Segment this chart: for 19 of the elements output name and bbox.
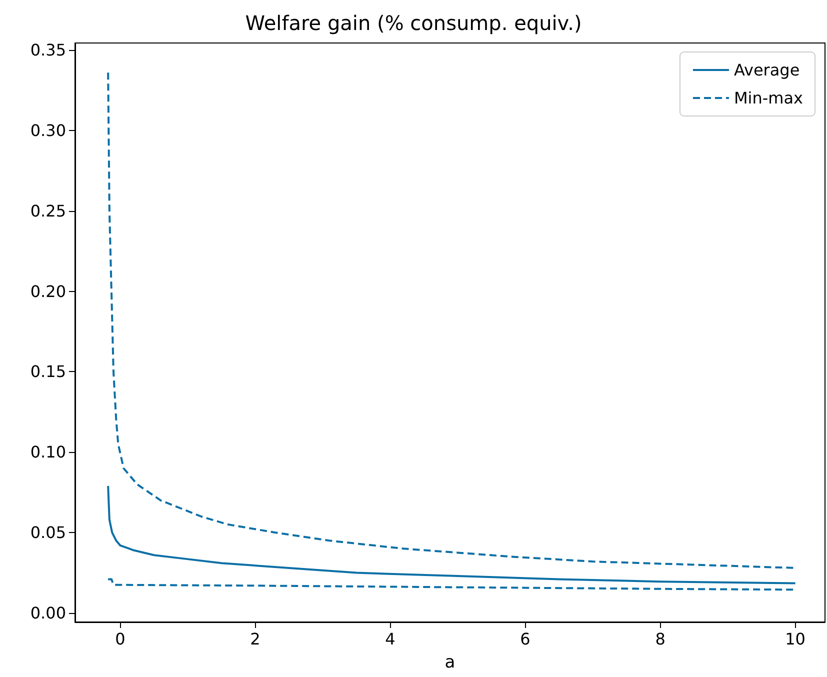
y-tick-label: 0.35 xyxy=(30,40,66,60)
x-tick-label: 4 xyxy=(385,630,396,648)
x-tick-label: 10 xyxy=(785,630,806,648)
y-tick-label: 0.20 xyxy=(30,282,66,301)
y-tick-label: 0.10 xyxy=(30,442,66,462)
y-tick-label: 0.15 xyxy=(30,362,66,382)
x-tick-label: 6 xyxy=(520,630,530,648)
y-tick-label: 0.30 xyxy=(30,120,66,140)
x-axis-title: a xyxy=(444,652,456,672)
y-tick-label: 0.25 xyxy=(30,201,66,220)
x-tick-label: 8 xyxy=(655,630,666,648)
x-tick-label: 0 xyxy=(115,630,126,648)
y-tick-label: 0.00 xyxy=(30,603,66,622)
x-tick-label: 2 xyxy=(250,630,260,648)
line-series xyxy=(107,484,796,584)
y-tick-label: 0.05 xyxy=(30,523,66,542)
legend-label: Min-max xyxy=(734,88,804,108)
legend-label: Average xyxy=(734,60,800,80)
chart-title: Welfare gain (% consump. equiv.) xyxy=(245,11,582,35)
